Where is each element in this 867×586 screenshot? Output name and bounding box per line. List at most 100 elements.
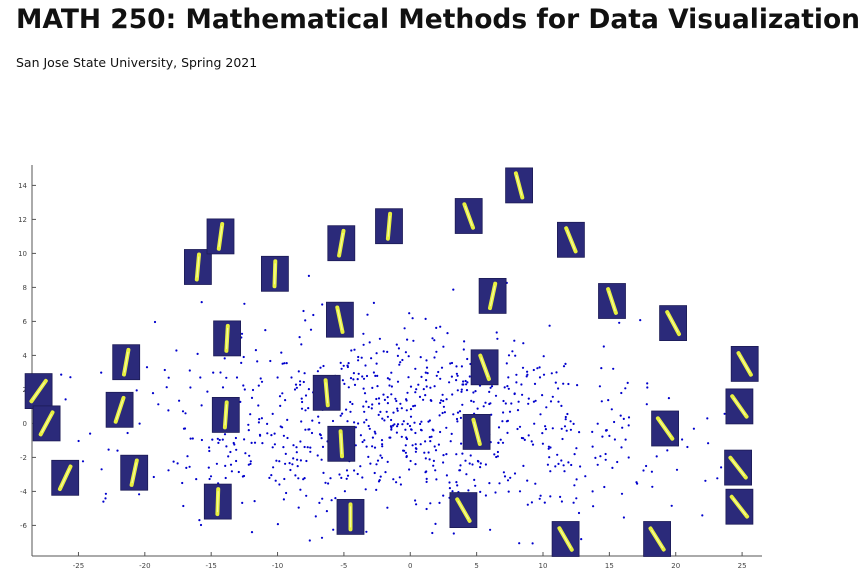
data-point [621, 426, 624, 429]
data-point [455, 365, 458, 368]
data-point [167, 409, 170, 412]
data-point [523, 438, 526, 441]
data-point [377, 397, 381, 400]
data-point [353, 348, 356, 351]
data-point [378, 402, 381, 405]
data-point [247, 423, 250, 426]
data-point [462, 348, 465, 351]
data-point [224, 464, 227, 467]
data-point [390, 418, 393, 422]
data-point [435, 478, 438, 481]
data-point [520, 383, 523, 386]
data-point [435, 350, 438, 353]
data-point [575, 447, 578, 450]
data-point [225, 445, 228, 448]
data-point [424, 371, 427, 374]
data-point [224, 476, 227, 480]
data-point [318, 501, 321, 504]
data-point [357, 355, 360, 359]
digit-stroke-highlight [733, 397, 746, 416]
data-point [341, 379, 344, 382]
data-point [259, 434, 262, 437]
digit-thumbnail [312, 374, 341, 411]
data-point [645, 464, 648, 468]
data-point [189, 386, 192, 389]
x-tick-label: -10 [272, 562, 283, 570]
data-point [496, 455, 499, 458]
data-point [230, 470, 233, 473]
data-point [584, 475, 587, 478]
data-point [379, 410, 382, 413]
data-point [704, 479, 707, 482]
data-point [490, 413, 493, 416]
data-point [591, 490, 594, 493]
data-point [316, 454, 319, 457]
data-point [506, 385, 509, 388]
data-point [310, 431, 314, 435]
data-point [479, 466, 482, 469]
data-point [484, 494, 487, 497]
data-point [513, 472, 517, 475]
data-point [181, 481, 184, 485]
data-point [408, 468, 411, 471]
digit-stroke-highlight [338, 232, 344, 254]
data-point [460, 390, 463, 393]
data-point [434, 449, 438, 452]
data-point [498, 482, 501, 485]
data-point [569, 428, 573, 431]
data-point [321, 303, 324, 306]
data-point [424, 471, 427, 474]
data-point [216, 437, 219, 440]
data-point [438, 501, 441, 504]
data-point [592, 505, 595, 508]
data-point [503, 475, 507, 478]
data-point [600, 400, 603, 403]
data-point [567, 461, 570, 464]
data-point [178, 399, 181, 402]
data-point [527, 397, 530, 400]
data-point [367, 455, 370, 458]
data-point [541, 442, 545, 445]
data-point [564, 362, 567, 365]
data-point [356, 378, 359, 381]
data-point [439, 377, 442, 380]
data-point [505, 362, 508, 365]
data-point [413, 404, 417, 407]
data-point [330, 499, 333, 502]
data-point [208, 477, 211, 481]
y-tick-label: 14 [18, 182, 27, 190]
data-point [365, 530, 368, 533]
data-point [299, 440, 302, 443]
digit-stroke-highlight [123, 351, 129, 373]
data-point [404, 351, 407, 354]
data-point [474, 484, 477, 487]
data-point [241, 475, 244, 478]
data-point [442, 454, 445, 457]
data-point [378, 479, 381, 482]
data-point [254, 349, 257, 352]
data-point [624, 438, 627, 441]
data-point [388, 384, 391, 387]
data-point [259, 377, 262, 380]
data-point [317, 415, 320, 418]
data-point [200, 301, 203, 304]
data-point [538, 376, 542, 379]
data-point [395, 343, 398, 346]
data-point [626, 381, 629, 384]
data-point [424, 440, 427, 443]
data-point [428, 436, 431, 439]
data-point [354, 426, 357, 429]
data-point [77, 439, 80, 443]
data-point [573, 484, 576, 487]
data-point [516, 427, 519, 431]
data-point [208, 449, 211, 453]
data-point [234, 436, 237, 440]
data-point [530, 501, 534, 504]
data-point [431, 531, 434, 535]
data-point [345, 469, 349, 472]
data-point [542, 373, 546, 376]
data-point [373, 430, 376, 433]
data-point [307, 407, 310, 410]
data-point [104, 492, 107, 495]
digit-thumbnail [651, 410, 679, 447]
